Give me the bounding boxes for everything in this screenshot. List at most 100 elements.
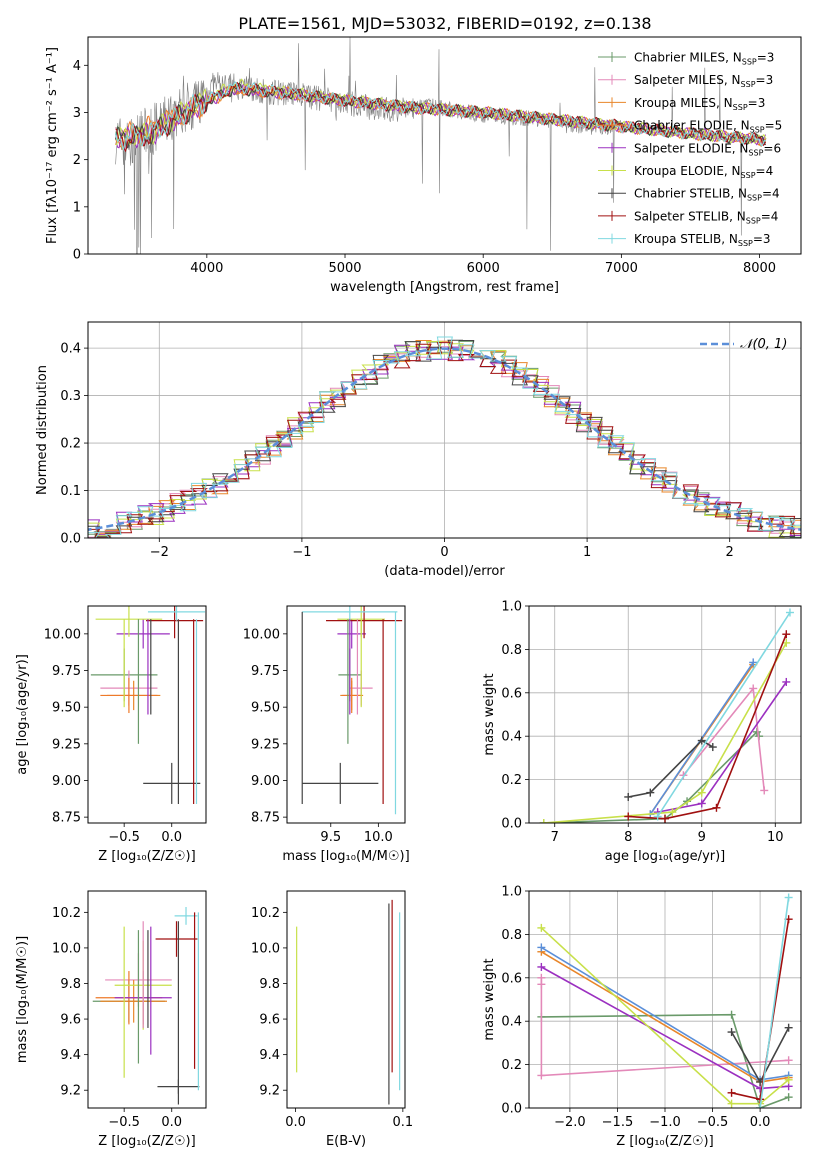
x-tick-label: 10.0 [364,830,393,845]
y-tick-label: 9.75 [52,664,81,679]
axes-weight_vs_age: 7 8 9 10 0.0 0.2 0.4 0.6 0.8 1.0 age [log₁₀(age/yr… [482,600,802,864]
axes-age_vs_mass: 9.5 10.0 8.75 9.00 9.25 9.50 9.75 10.00 mass [lo… [243,605,410,864]
legend-label: Salpeter STELIB, NSSP=4 [634,209,778,225]
y-tick-label: 0.4 [60,342,81,357]
y-tick-label: 10.2 [251,906,280,921]
x-tick-label: 5000 [328,261,361,276]
axes-age_vs_Z: −0.5 0.0 8.75 9.00 9.25 9.50 9.75 10.00 Z [log₁₀… [15,605,207,864]
x-tick-label: 0 [440,545,448,560]
x-tick-label: 0.0 [161,1115,182,1130]
legend-label-tail: =4 [761,209,779,223]
x-axis-label: Z [log₁₀(Z/Z☉)] [98,849,195,864]
y-tick-label: 10.00 [243,627,280,642]
x-tick-label: −0.5 [108,1115,140,1130]
axes-frame [87,321,802,539]
y-axis-label: Normed distribution [35,365,50,495]
x-tick-label: 0.0 [161,830,182,845]
legend-label-main: Chabrier STELIB, N [634,187,747,201]
x-tick-label: −2.0 [554,1115,586,1130]
figure-title: PLATE=1561, MJD=53032, FIBERID=0192, z=0… [238,14,651,33]
x-axis-label: wavelength [Angstrom, rest frame] [330,280,559,295]
x-tick-label: 6000 [467,261,500,276]
x-tick-label: −1 [292,545,311,560]
plot-area-age_vs_Z [90,606,206,804]
y-tick-label: 0.6 [501,971,522,986]
weight-line-6 [543,642,787,823]
x-tick-label: 8 [624,830,632,845]
x-tick-label: −0.5 [697,1115,729,1130]
y-tick-label: 9.75 [251,664,280,679]
model-line-8 [115,81,767,153]
axes-frame [286,890,406,1109]
legend-label-main: Salpeter MILES, N [634,73,741,87]
y-tick-label: 0.2 [501,1058,522,1073]
legend-label-sub: SSP [741,80,756,89]
legend-label-tail: =4 [756,164,774,178]
y-tick-label: 0.6 [501,686,522,701]
y-tick-label: 9.6 [60,1013,81,1028]
y-tick-label: 0.4 [501,1015,522,1030]
x-tick-label: 10 [767,830,784,845]
y-tick-label: 9.6 [259,1013,280,1028]
legend-label-tail: =3 [757,51,775,65]
y-tick-label: 9.8 [259,977,280,992]
x-axis-label: (data-model)/error [384,564,505,579]
y-tick-label: 9.25 [251,737,280,752]
axes-frame [286,605,406,824]
x-tick-label: 8000 [743,261,776,276]
y-tick-label: 10.00 [44,627,81,642]
x-axis-label: mass [log₁₀(M/M☉)] [282,849,409,864]
y-tick-label: 1.0 [501,600,522,615]
y-tick-label: 9.8 [60,977,81,992]
axes-frame [87,605,207,824]
y-tick-label: 0.0 [501,1102,522,1117]
y-tick-label: 9.50 [52,701,81,716]
x-tick-label: −1.0 [649,1115,681,1130]
model-line-9 [115,81,766,151]
legend-label-main: Chabrier MILES, N [634,51,742,65]
y-tick-label: 10.0 [251,941,280,956]
y-axis-label: mass [log₁₀(M/M☉)] [15,936,30,1063]
y-tick-label: 1.0 [501,885,522,900]
axes-spectrum: 4000 5000 6000 7000 8000 0 1 2 3 4 wavelength [Ang… [45,36,802,295]
weight-line-1 [543,730,760,823]
residual-histogram-4 [88,344,801,538]
residual-histogram-2 [88,346,801,538]
legend-label-main: Salpeter ELODIE, N [634,141,748,155]
plot-area-residuals [88,336,801,538]
x-tick-label: 2 [726,545,734,560]
residual-histogram-1 [88,340,801,538]
legend-label-main: Chabrier ELODIE, N [634,119,750,133]
y-tick-label: 9.25 [52,737,81,752]
legend-label-sub: SSP [741,171,756,180]
legend-label-normal: 𝒩(0, 1) [740,337,787,352]
y-axis-label: Flux [fλ10⁻¹⁷ erg cm⁻² s⁻¹ A⁻¹] [45,47,60,244]
legend-label: Chabrier ELODIE, NSSP=5 [634,119,782,135]
residual-histogram-6 [88,339,801,538]
legend-label-sub: SSP [748,148,763,157]
legend-label-sub: SSP [738,239,753,248]
weight-line-8 [628,633,788,820]
y-tick-label: 9.00 [251,774,280,789]
x-axis-label: Z [log₁₀(Z/Z☉)] [616,1134,713,1149]
x-tick-label: 9.5 [320,830,341,845]
axes-frame [87,36,802,255]
legend-label-tail: =5 [765,119,783,133]
legend-label: Salpeter ELODIE, NSSP=6 [634,141,781,157]
x-tick-label: −1.5 [602,1115,634,1130]
x-tick-label: 0.1 [393,1115,414,1130]
weight-line-9 [759,897,790,1108]
axes-residuals: −2 −1 0 1 2 0.0 0.1 0.2 0.3 0.4 (data-model)/error… [35,321,802,579]
weight-line-6 [540,927,790,1105]
y-axis-label: age [log₁₀(age/yr)] [15,654,30,775]
y-tick-label: 1 [73,200,81,215]
legend-label-main: Kroupa STELIB, N [634,232,738,246]
x-tick-label: 0.0 [750,1115,771,1130]
x-tick-label: −2 [150,545,169,560]
legend-label-main: Kroupa MILES, N [634,96,733,110]
y-tick-label: 0.1 [60,484,81,499]
y-tick-label: 0.8 [501,643,522,658]
weight-line-7 [628,739,714,798]
y-tick-label: 2 [73,153,81,168]
plot-area-weight_vs_Z [537,893,793,1108]
